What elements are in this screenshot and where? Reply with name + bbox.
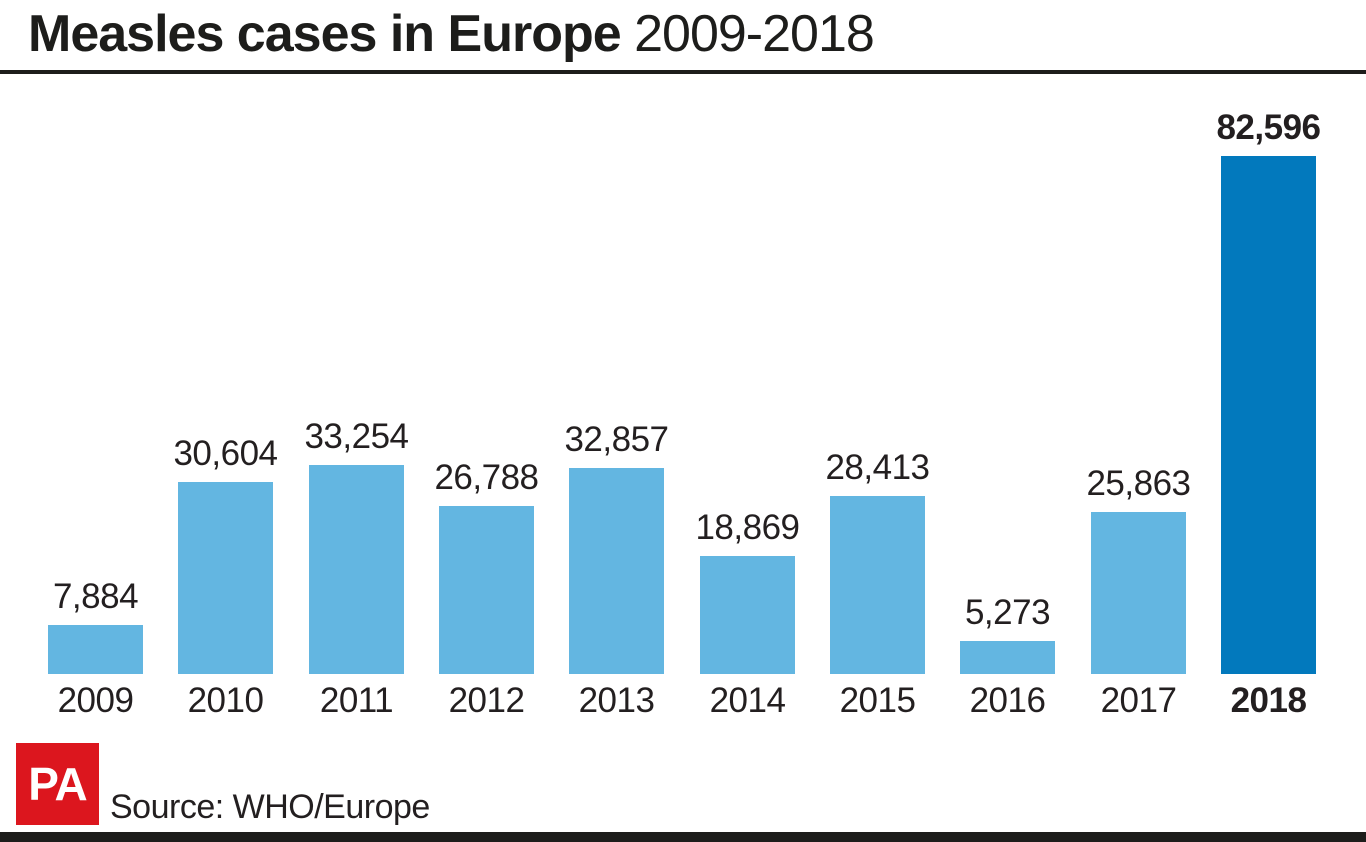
source-attribution: Source: WHO/Europe: [110, 788, 430, 826]
bar-2009: [48, 625, 143, 674]
bar-2010: [178, 482, 273, 674]
bar-2013: [569, 468, 664, 674]
title-years: 2009-2018: [634, 5, 875, 63]
page-title: Measles cases in Europe 2009-2018: [28, 2, 875, 66]
year-label-2018: 2018: [1230, 681, 1307, 720]
bar-2018: [1221, 156, 1316, 674]
title-main: Measles cases in Europe: [28, 5, 622, 63]
year-label-2010: 2010: [187, 681, 264, 720]
year-label-2009: 2009: [57, 681, 134, 720]
value-label-2018: 82,596: [1216, 108, 1321, 147]
value-label-2014: 18,869: [695, 508, 800, 547]
pa-logo: PA: [16, 743, 99, 825]
bar-2016: [960, 641, 1055, 674]
value-label-2017: 25,863: [1086, 464, 1191, 503]
value-label-2011: 33,254: [304, 417, 409, 456]
bar-2015: [830, 496, 925, 674]
value-label-2013: 32,857: [564, 420, 669, 459]
bar-2017: [1091, 512, 1186, 674]
value-label-2012: 26,788: [434, 458, 539, 497]
bar-2012: [439, 506, 534, 674]
value-label-2010: 30,604: [173, 434, 278, 473]
value-label-2009: 7,884: [52, 577, 139, 616]
year-label-2014: 2014: [709, 681, 786, 720]
value-label-2015: 28,413: [825, 448, 930, 487]
year-label-2016: 2016: [969, 681, 1046, 720]
bottom-border-bar: [0, 832, 1366, 842]
bar-2014: [700, 556, 795, 674]
year-label-2012: 2012: [448, 681, 525, 720]
year-label-2015: 2015: [839, 681, 916, 720]
year-label-2017: 2017: [1100, 681, 1177, 720]
bar-2011: [309, 465, 404, 674]
year-label-2013: 2013: [578, 681, 655, 720]
header: Measles cases in Europe 2009-2018: [28, 2, 875, 66]
year-label-2011: 2011: [319, 681, 394, 720]
pa-logo-text: PA: [28, 758, 87, 810]
value-label-2016: 5,273: [964, 593, 1051, 632]
title-divider-rule: [0, 70, 1366, 74]
